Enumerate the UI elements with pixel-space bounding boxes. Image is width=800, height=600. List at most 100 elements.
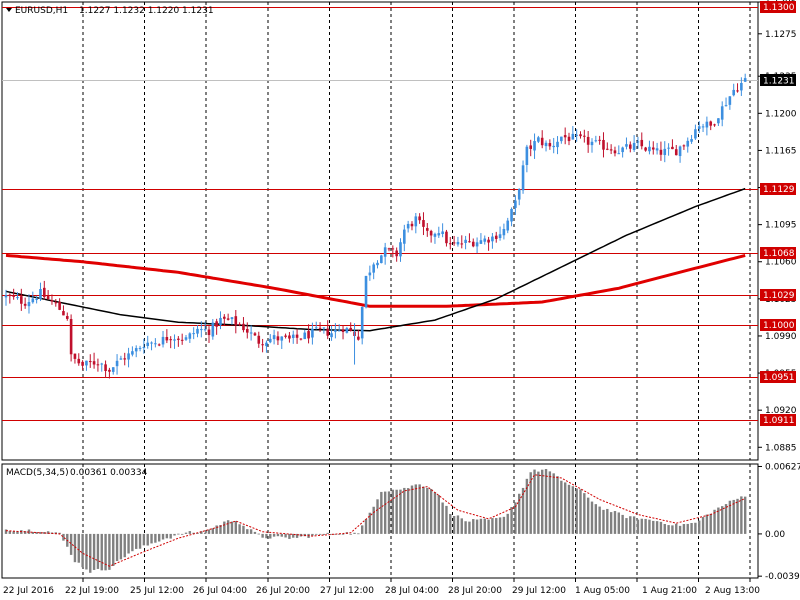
candle-body <box>123 358 127 360</box>
macd-histogram-bar <box>552 473 555 534</box>
level-price-tag <box>760 289 796 301</box>
candle-body <box>644 147 647 151</box>
candle-body <box>238 324 241 326</box>
macd-histogram-bar <box>594 504 598 534</box>
macd-histogram-bar <box>215 525 218 534</box>
macd-histogram-bar <box>368 512 372 534</box>
candle-body <box>460 243 464 245</box>
macd-histogram-bar <box>315 533 318 535</box>
candle-body <box>690 139 693 142</box>
macd-histogram-bar <box>464 521 467 534</box>
candle-body <box>701 126 705 128</box>
macd-histogram-bar <box>617 512 620 534</box>
candle-body <box>728 96 732 105</box>
candle-body <box>368 272 372 276</box>
macd-histogram-bar <box>253 531 257 534</box>
candle-body <box>709 121 713 126</box>
candle-body <box>314 327 318 329</box>
dropdown-triangle-icon[interactable] <box>6 8 12 12</box>
macd-histogram-bar <box>395 489 398 534</box>
candle-body <box>686 140 690 147</box>
macd-histogram-bar <box>284 533 287 538</box>
candle-body <box>648 146 651 152</box>
macd-histogram-bar <box>495 518 498 534</box>
candle-body <box>556 141 559 148</box>
candle-body <box>456 241 460 245</box>
candle-body <box>483 238 487 242</box>
candle-body <box>46 295 50 300</box>
candle-body <box>406 223 410 229</box>
candle-body <box>268 338 272 343</box>
macd-histogram-bar <box>115 533 119 562</box>
candle-body <box>740 82 743 91</box>
level-price-tag <box>760 371 796 383</box>
candle-body <box>245 328 249 333</box>
candle-body <box>276 336 280 341</box>
y-tick-label: 1.0920 <box>765 406 797 416</box>
macd-histogram-bar <box>652 520 655 534</box>
level-price-label: 1.1000 <box>763 321 795 331</box>
macd-histogram-bar <box>380 491 383 534</box>
candle-body <box>100 363 104 365</box>
candle-body <box>242 323 245 331</box>
candle-body <box>445 231 448 244</box>
candle-body <box>77 358 81 364</box>
macd-histogram-bar <box>717 507 720 534</box>
x-tick-label: 22 Jul 2016 <box>3 586 54 596</box>
macd-histogram-bar <box>510 507 513 534</box>
macd-histogram-bar <box>192 532 195 534</box>
macd-histogram-bar <box>686 523 689 534</box>
macd-histogram-bar <box>514 502 517 534</box>
macd-histogram-bar <box>123 533 126 558</box>
macd-histogram-bar <box>77 533 80 563</box>
level-price-label: 1.0911 <box>763 416 795 426</box>
macd-histogram-bar <box>491 518 494 534</box>
macd-histogram-bar <box>399 489 402 534</box>
macd-histogram-bar <box>39 531 42 534</box>
candle-body <box>50 300 54 302</box>
macd-histogram-bar <box>360 525 364 534</box>
x-tick-label: 29 Jul 12:00 <box>512 586 566 596</box>
candle-body <box>12 295 15 297</box>
candle-body <box>127 353 130 360</box>
candle-body <box>452 242 456 244</box>
candle-body <box>713 124 716 126</box>
candle-body <box>253 333 257 336</box>
candle-body <box>583 135 586 137</box>
candle-body <box>115 360 119 367</box>
candle-body <box>23 303 27 306</box>
macd-histogram-bar <box>548 471 552 534</box>
macd-histogram-bar <box>12 531 15 534</box>
candle-body <box>705 121 709 128</box>
macd-histogram-bar <box>472 519 475 534</box>
candle-body <box>590 141 594 146</box>
macd-histogram-bar <box>383 491 387 534</box>
candle-body <box>659 149 663 155</box>
macd-histogram-bar <box>272 533 276 537</box>
candle-body <box>81 361 84 366</box>
macd-histogram-bar <box>341 533 345 535</box>
macd-histogram-bar <box>127 533 130 554</box>
candle-body <box>265 342 268 347</box>
x-tick-label: 27 Jul 12:00 <box>320 586 374 596</box>
macd-histogram-bar <box>506 513 509 534</box>
candle-body <box>724 105 728 107</box>
macd-histogram-bar <box>200 531 203 534</box>
candle-body <box>697 126 701 129</box>
candle-body <box>337 330 341 332</box>
candle-body <box>330 333 333 338</box>
candle-body <box>376 262 379 266</box>
y-tick-label: 1.1095 <box>765 221 797 231</box>
macd-histogram-bar <box>196 532 199 534</box>
macd-histogram-bar <box>632 516 636 534</box>
macd-histogram-bar <box>709 513 712 534</box>
macd-histogram-bar <box>89 533 92 573</box>
x-tick-label: 2 Aug 13:00 <box>705 586 760 596</box>
macd-histogram-bar <box>721 506 724 534</box>
macd-histogram-bar <box>23 531 27 534</box>
macd-histogram-bar <box>456 515 460 534</box>
candle-body <box>295 334 299 338</box>
candle-body <box>211 322 215 337</box>
